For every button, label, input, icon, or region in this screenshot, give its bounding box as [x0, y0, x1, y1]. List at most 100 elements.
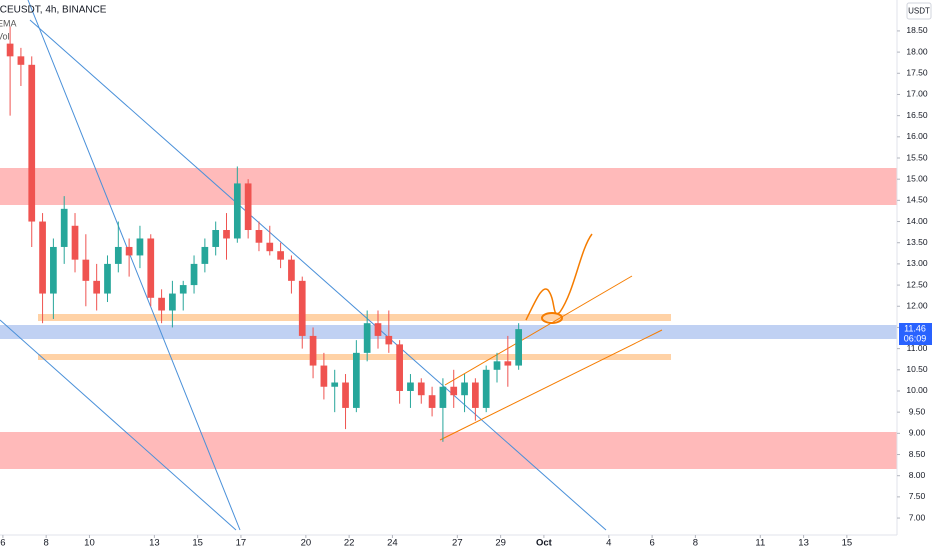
candle-body — [136, 238, 144, 256]
resistance-zone — [0, 168, 897, 205]
y-tick-label: 7.00 — [909, 512, 926, 522]
trend-line — [27, 0, 241, 531]
y-tick-label: 16.00 — [906, 131, 928, 141]
candle-body — [179, 285, 187, 294]
candle-body — [147, 238, 155, 298]
candle-body — [223, 230, 230, 239]
y-tick-label: 16.50 — [906, 110, 928, 120]
candle-body — [158, 297, 165, 311]
candle-body — [515, 329, 523, 366]
y-tick-label: 9.50 — [909, 406, 926, 416]
y-tick-label: 17.50 — [906, 68, 928, 78]
candle-body — [6, 43, 14, 57]
x-tick-label: 20 — [301, 538, 312, 549]
time-axis-panel — [0, 535, 932, 550]
candle-body — [309, 335, 317, 366]
y-tick-label: 12.00 — [906, 301, 928, 311]
highlight-circle — [541, 312, 563, 324]
y-tick-label: 13.00 — [906, 258, 928, 268]
candle-body — [39, 221, 46, 294]
last-price-tag — [899, 323, 932, 345]
x-tick-label: 6 — [649, 538, 654, 549]
candle-body — [450, 386, 458, 396]
x-tick-label: 8 — [44, 538, 49, 549]
candle-body — [201, 246, 209, 264]
candle-body — [331, 382, 339, 387]
candle-body — [255, 230, 263, 243]
projection-path — [525, 233, 593, 321]
x-tick-label: 10 — [84, 538, 95, 549]
x-tick-label: 13 — [798, 538, 809, 549]
x-tick-label: 22 — [344, 538, 355, 549]
candle-body — [504, 361, 512, 366]
currency-label: USDT — [908, 7, 930, 16]
candle-body — [82, 259, 90, 281]
indicator-label: Vol — [0, 31, 10, 41]
candle-body — [417, 382, 425, 396]
x-tick-label: 8 — [693, 538, 698, 549]
trend-line — [0, 319, 237, 531]
x-tick-label: 27 — [452, 538, 463, 549]
y-tick-label: 7.50 — [909, 491, 926, 501]
x-tick-label: 6 — [0, 538, 5, 549]
candle-body — [244, 183, 252, 231]
candle-body — [428, 395, 436, 408]
channel-line — [444, 275, 633, 386]
level-band — [38, 314, 671, 321]
x-tick-label: 17 — [236, 538, 247, 549]
x-tick-label: 24 — [387, 538, 398, 549]
y-tick-label: 12.50 — [906, 279, 928, 289]
x-tick-label: 15 — [192, 538, 203, 549]
x-tick-label: 4 — [606, 538, 611, 549]
candle-body — [374, 323, 382, 336]
candle-body — [277, 251, 284, 260]
candle-body — [407, 382, 414, 391]
y-tick-label: 10.50 — [906, 364, 928, 374]
candle-body — [320, 365, 328, 387]
support-zone — [0, 432, 897, 469]
y-tick-label: 9.00 — [909, 428, 926, 438]
candle-body — [233, 183, 241, 239]
x-tick-label: 11 — [755, 538, 765, 549]
y-tick-label: 17.00 — [906, 89, 928, 99]
y-tick-label: 13.50 — [906, 237, 928, 247]
candle-body — [472, 382, 479, 408]
y-tick-label: 14.50 — [906, 195, 928, 205]
channel-line — [439, 329, 663, 441]
price-axis-panel — [897, 0, 932, 550]
candle-body — [288, 259, 295, 281]
x-tick-label: Oct — [536, 538, 553, 549]
y-tick-label: 15.00 — [906, 173, 928, 183]
y-tick-label: 11.00 — [907, 343, 928, 353]
candle-body — [482, 369, 490, 408]
currency-badge — [906, 2, 932, 20]
chart-title: ICEUSDT, 4h, BINANCE — [0, 5, 107, 16]
candle-body — [60, 208, 68, 247]
y-tick-label: 14.00 — [906, 216, 928, 226]
y-tick-label: 10.00 — [906, 385, 928, 395]
x-tick-label: 13 — [149, 538, 160, 549]
candle-body — [352, 352, 360, 408]
candle-body — [28, 64, 36, 222]
candle-body — [298, 280, 306, 336]
candle-body — [114, 246, 122, 264]
candle-body — [439, 386, 447, 408]
candle-body — [71, 225, 79, 260]
candle-body — [125, 246, 133, 256]
candle-body — [104, 263, 111, 294]
drawings — [0, 0, 897, 531]
candle-body — [17, 56, 25, 65]
countdown-label: 06:09 — [904, 333, 927, 343]
y-tick-label: 18.00 — [906, 46, 928, 56]
candle-body — [342, 382, 349, 408]
candle-body — [363, 323, 371, 353]
candle-body — [169, 293, 176, 311]
price-band — [0, 325, 897, 339]
candle-body — [461, 382, 468, 396]
indicator-label: EMA — [0, 18, 17, 28]
last-price-label: 11.46 — [904, 323, 926, 333]
axes: 7.00 7.50 8.00 8.50 9.00 9.50 10.00 10.50 11.00 1… — [0, 25, 928, 548]
candle-body — [93, 280, 101, 294]
x-tick-label: 29 — [495, 538, 506, 549]
